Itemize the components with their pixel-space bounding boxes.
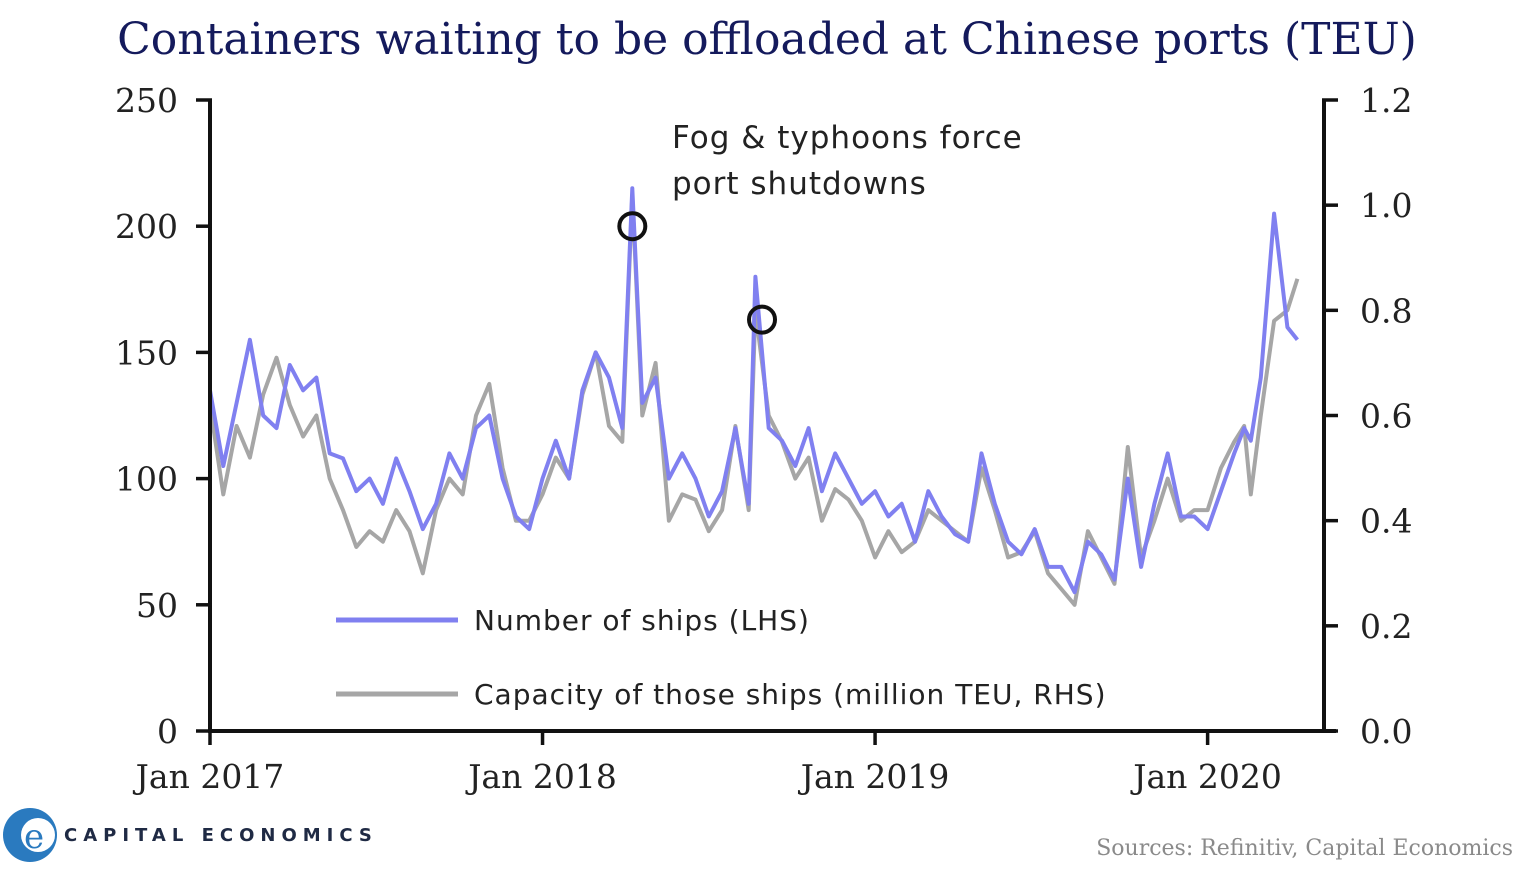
- left-tick-label: 150: [115, 333, 178, 372]
- x-ticks: Jan 2017 Jan 2018 Jan 2019 Jan 2020: [133, 729, 1282, 796]
- left-tick-label: 250: [115, 81, 178, 120]
- left-tick-label: 100: [115, 460, 178, 499]
- right-tick-label: 0.8: [1360, 291, 1412, 330]
- annotation-line-1: Fog & typhoons force: [672, 120, 1023, 156]
- x-tick-label: Jan 2019: [798, 757, 950, 796]
- x-tick-label: Jan 2018: [465, 757, 617, 796]
- legend-label-capacity: Capacity of those ships (million TEU, RH…: [474, 678, 1107, 711]
- right-tick-label: 1.0: [1360, 186, 1412, 225]
- left-tick-label: 50: [136, 586, 178, 625]
- right-tick-label: 0.6: [1360, 397, 1412, 436]
- right-tick-label: 0.2: [1360, 607, 1412, 646]
- capital-economics-logo: e: [3, 808, 57, 862]
- source-note: Sources: Refinitiv, Capital Economics: [1096, 836, 1513, 861]
- right-tick-label: 0.4: [1360, 502, 1412, 541]
- left-ticks: 0 50 100 150 200 250: [115, 81, 212, 751]
- plot-lines: [208, 186, 1300, 607]
- right-ticks: 0.0 0.2 0.4 0.6 0.8 1.0 1.2: [1322, 81, 1412, 751]
- highlight-circle: [747, 304, 778, 335]
- right-tick-label: 1.2: [1360, 81, 1412, 120]
- highlight-circle: [617, 211, 648, 242]
- highlights: [617, 211, 778, 335]
- left-tick-label: 0: [157, 712, 178, 751]
- annotation-line-2: port shutdowns: [672, 166, 927, 202]
- x-tick-label: Jan 2017: [133, 757, 285, 796]
- legend-label-ships: Number of ships (LHS): [474, 604, 810, 637]
- chart-title: Containers waiting to be offloaded at Ch…: [117, 14, 1417, 65]
- left-tick-label: 200: [115, 207, 178, 246]
- x-tick-label: Jan 2020: [1130, 757, 1282, 796]
- logo-mark-letter: e: [24, 817, 44, 857]
- series-ships-line: [208, 186, 1299, 595]
- brand-name: CAPITAL ECONOMICS: [64, 825, 378, 846]
- right-tick-label: 0.0: [1360, 712, 1412, 751]
